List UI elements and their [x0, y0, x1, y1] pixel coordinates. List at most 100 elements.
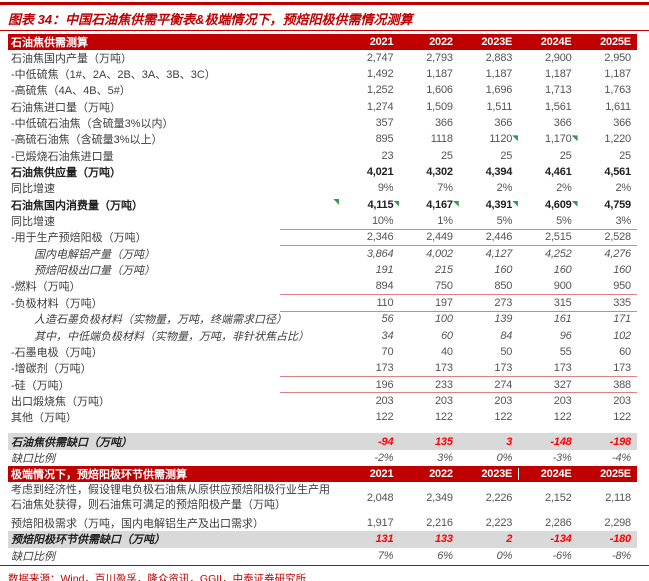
cell-value: 9% [340, 182, 399, 194]
cell-text: 950 [613, 280, 631, 293]
row-label: 出口煅烧焦（万吨） [11, 395, 110, 408]
cell-value: 1,606 [399, 84, 458, 96]
cell-text: 122 [375, 411, 394, 424]
cell-text: 0% [496, 452, 513, 465]
cell-value: 25 [578, 150, 637, 162]
cell-text: 1120 [489, 133, 513, 146]
cell-text: 335 [613, 296, 631, 309]
cell-value: 160 [518, 264, 577, 276]
cell-value: 3% [399, 452, 458, 464]
table-row: 缺口比例 7% 6% 0% -6% -8% [8, 548, 637, 564]
cell-text: 1,170 [545, 133, 572, 146]
cell-text: 203 [375, 394, 394, 407]
cell-text: 2,950 [604, 51, 631, 64]
cell-value: 4,252 [518, 248, 577, 260]
cell-value: -148 [518, 436, 577, 448]
cell-value: 2,226 [459, 492, 518, 504]
cell-text: 4,394 [485, 166, 513, 179]
cell-value: 4,115 [340, 198, 400, 211]
table-row: 出口煅烧焦（万吨） 203 203 203 203 203 [8, 393, 637, 409]
cell-text: 1118 [430, 133, 453, 146]
cell-text: 25 [500, 149, 513, 162]
cell-text: 2,900 [545, 51, 572, 64]
cell-value: 5% [518, 215, 577, 227]
cell-text: 2,883 [485, 51, 513, 64]
cell-text: 215 [435, 264, 453, 277]
cell-value: -180 [578, 533, 637, 545]
row-label: 考虑到经济性，假设锂电负极石油焦从原供应预焙阳极行业生产用石油焦处获得，则石油焦… [11, 483, 330, 512]
cell-text: 2,223 [485, 516, 513, 529]
cell-value: 894 [340, 280, 399, 292]
cell-text: 2,747 [366, 51, 394, 64]
cell-value: 203 [518, 395, 577, 407]
cell-text: 122 [553, 411, 572, 424]
row-label: 国内电解铝产量（万吨） [34, 248, 155, 261]
cell-text: 2,528 [604, 231, 631, 244]
cell-value: 2,216 [399, 517, 458, 529]
cell-value: 2,118 [578, 492, 637, 504]
cell-text: 135 [435, 435, 453, 448]
cell-value: 4,302 [399, 166, 458, 178]
cell-value: 2,286 [518, 517, 577, 529]
cell-text: 96 [559, 329, 572, 342]
cell-text: 160 [553, 264, 572, 277]
cell-text: 273 [494, 296, 513, 309]
cell-text: -94 [378, 435, 394, 448]
cell-text: 4,127 [485, 247, 513, 260]
cell-text: 2,152 [545, 492, 572, 505]
cell-value: 366 [459, 117, 518, 129]
cell-value: 100 [399, 313, 458, 325]
table-row: -用于生产预焙阳极（万吨） 2,346 2,449 2,446 2,515 2,528 [8, 228, 637, 247]
cell-text: 122 [494, 411, 513, 424]
cell-text: 4,115 [367, 198, 394, 211]
cell-value: 1,220 [578, 133, 637, 145]
cell-text: 4,002 [426, 247, 453, 260]
cell-value: 1,187 [518, 68, 577, 80]
table-row: 石油焦国内消费量（万吨） 4,115 4,167 4,391 4,609 4,759 [8, 197, 637, 213]
cell-value: -2% [340, 452, 399, 464]
cell-value: 2,349 [399, 492, 458, 504]
comment-flag-icon [571, 135, 578, 142]
cell-text: 122 [613, 411, 631, 424]
cell-value: 388 [578, 379, 637, 391]
cell-text: 40 [440, 345, 453, 358]
cell-value: 5% [459, 215, 518, 227]
cell-text: 1,187 [485, 68, 513, 81]
row-label: 石油焦供应量（万吨） [11, 167, 121, 180]
cell-text: 160 [613, 264, 631, 277]
cell-text: 100 [435, 313, 453, 326]
cell-value: 173 [399, 362, 458, 374]
cell-text: -134 [550, 533, 572, 546]
cell-text: -2% [374, 452, 394, 465]
petcoke-supply-demand-table: 石油焦供需测算 2021 2022 2023E 2024E 2025E 石油焦国内产量（万吨… [8, 34, 637, 466]
cell-value: 25 [399, 150, 458, 162]
cell-value: 2% [459, 182, 518, 194]
cell-value: 4,002 [399, 248, 458, 260]
cell-text: 4,561 [604, 166, 631, 179]
cell-text: 1,187 [545, 68, 572, 81]
table-row: -负极材料（万吨） 110 197 273 315 335 [8, 293, 637, 313]
row-label: 石油焦国内产量（万吨） [11, 52, 132, 65]
cell-value: 2% [518, 182, 577, 194]
table-row: -中低硫石油焦（含硫量3%以内） 357 366 366 366 366 [8, 115, 637, 131]
row-label: 缺口比例 [11, 550, 55, 563]
cell-text: 3% [615, 215, 631, 228]
cell-text: 2,349 [426, 492, 453, 505]
cell-value: 1,187 [459, 68, 518, 80]
table-row: -高硫石油焦（含硫量3%以上） 895 1118 1120 1,170 1,220 [8, 131, 637, 147]
cell-text: 850 [494, 280, 513, 293]
cell-value: 160 [578, 264, 637, 276]
cell-value: -94 [340, 436, 399, 448]
cell-value: 2,528 [578, 231, 637, 243]
cell-value: 233 [399, 379, 458, 391]
table-row: 石油焦供应量（万吨） 4,021 4,302 4,394 4,461 4,561 [8, 164, 637, 180]
cell-value: 55 [518, 346, 577, 358]
cell-text: 122 [435, 411, 453, 424]
cell-text: 4,609 [545, 198, 572, 211]
cell-text: 110 [376, 296, 394, 309]
cell-value: 2 [459, 533, 518, 545]
cell-value: 3,864 [340, 248, 399, 260]
cell-text: 4,021 [366, 166, 394, 179]
cell-text: 7% [437, 182, 453, 195]
